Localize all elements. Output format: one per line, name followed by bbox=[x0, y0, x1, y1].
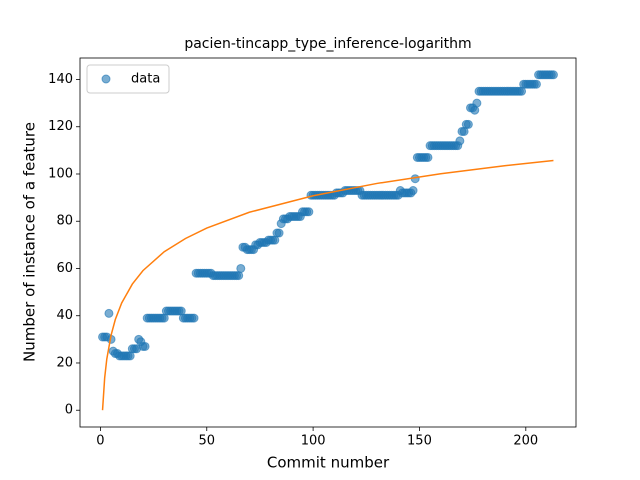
y-tick-label: 0 bbox=[65, 403, 73, 418]
chart-title: pacien-tincapp_type_inference-logarithm bbox=[184, 36, 471, 52]
y-axis-label: Number of instance of a feature bbox=[21, 122, 39, 362]
x-tick-label: 100 bbox=[301, 434, 326, 449]
legend-marker bbox=[101, 74, 111, 84]
fit-line bbox=[101, 159, 554, 411]
y-tick-label: 20 bbox=[56, 355, 73, 370]
data-point bbox=[104, 308, 114, 318]
y-tick-label: 40 bbox=[56, 308, 73, 323]
legend-box bbox=[86, 64, 170, 94]
data-point bbox=[408, 186, 418, 196]
x-axis-label: Commit number bbox=[267, 454, 390, 472]
data-point bbox=[304, 207, 314, 217]
x-tick-label: 200 bbox=[513, 434, 538, 449]
axes-frame bbox=[79, 57, 577, 428]
y-tick-label: 100 bbox=[48, 166, 73, 181]
y-tick-label: 80 bbox=[56, 214, 73, 229]
data-point bbox=[423, 152, 433, 162]
data-point bbox=[236, 263, 246, 273]
x-tick-label: 50 bbox=[198, 434, 215, 449]
y-tick-label: 120 bbox=[48, 119, 73, 134]
y-tick-label: 140 bbox=[48, 72, 73, 87]
data-point bbox=[463, 119, 473, 129]
x-tick-label: 150 bbox=[407, 434, 432, 449]
data-point bbox=[274, 228, 284, 238]
y-tick-label: 60 bbox=[56, 261, 73, 276]
data-point bbox=[455, 136, 465, 146]
data-point bbox=[140, 341, 150, 351]
x-tick-label: 0 bbox=[96, 434, 104, 449]
data-point bbox=[189, 313, 199, 323]
data-point bbox=[472, 98, 482, 108]
plot-area bbox=[98, 70, 558, 411]
data-point bbox=[548, 70, 558, 80]
data-point bbox=[531, 79, 541, 89]
legend-label: data bbox=[131, 72, 160, 87]
